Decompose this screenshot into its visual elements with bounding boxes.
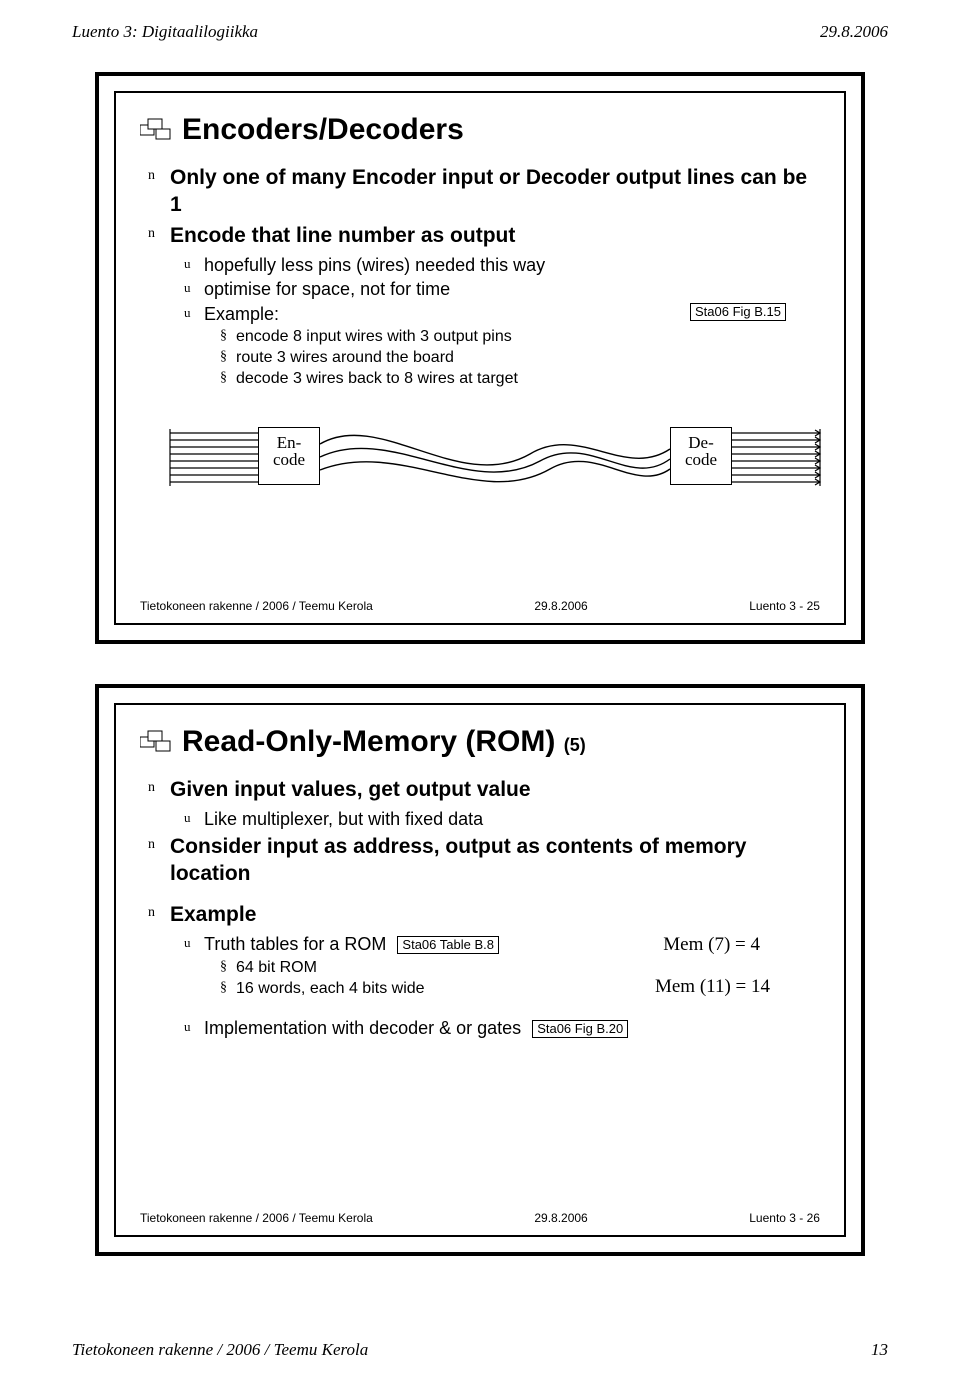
slide-footer-right: Luento 3 - 25 [749, 599, 820, 613]
ref-box-fig-b20: Sta06 Fig B.20 [532, 1020, 628, 1038]
footer-right: 13 [871, 1340, 888, 1360]
slide-title: Read-Only-Memory (ROM) (5) [140, 725, 820, 759]
slide-rom: Read-Only-Memory (ROM) (5) Given input v… [95, 684, 865, 1256]
slide-footer-right: Luento 3 - 26 [749, 1211, 820, 1225]
bullet-list: Given input values, get output value Lik… [140, 777, 820, 1039]
title-text: Encoders/Decoders [182, 113, 464, 146]
bullet-u3: Example: Sta06 Fig B.15 [184, 303, 820, 326]
u3b-text: Implementation with decoder & or gates [204, 1018, 521, 1038]
title-text: Read-Only-Memory (ROM) [182, 725, 564, 758]
slide-footer-mid: 29.8.2006 [534, 1211, 587, 1225]
ref-box-table-b8: Sta06 Table B.8 [397, 936, 499, 954]
page-header: Luento 3: Digitaalilogiikka 29.8.2006 [0, 0, 960, 42]
bullet-list: Only one of many Encoder input or Decode… [140, 165, 820, 389]
decode-line2: code [685, 450, 717, 469]
decode-box: De- code [670, 427, 732, 485]
ref-box-fig-b15: Sta06 Fig B.15 [690, 303, 786, 321]
title-sub: (5) [564, 735, 586, 755]
bullet-s1: encode 8 input wires with 3 output pins [220, 327, 820, 347]
bullet-s3a: 64 bit ROM [220, 958, 820, 978]
slide-inner: Encoders/Decoders Only one of many Encod… [114, 91, 846, 625]
bullet-s2: route 3 wires around the board [220, 348, 820, 368]
encode-box: En- code [258, 427, 320, 485]
slide-footer: Tietokoneen rakenne / 2006 / Teemu Kerol… [140, 599, 820, 613]
mem-eq-1: Mem (7) = 4 [663, 934, 760, 956]
title-icon [140, 115, 174, 143]
slide-encoders-decoders: Encoders/Decoders Only one of many Encod… [95, 72, 865, 644]
bullet-u1: Like multiplexer, but with fixed data [184, 808, 820, 831]
bullet-n1: Given input values, get output value [148, 777, 820, 804]
slide-title: Encoders/Decoders [140, 113, 820, 147]
bullet-u3-text: Example: [204, 304, 279, 324]
slide-footer-left: Tietokoneen rakenne / 2006 / Teemu Kerol… [140, 1211, 373, 1225]
u3a-text: Truth tables for a ROM [204, 934, 386, 954]
header-left: Luento 3: Digitaalilogiikka [72, 22, 258, 42]
mem-eq-2: Mem (11) = 14 [655, 976, 770, 998]
slide-footer-left: Tietokoneen rakenne / 2006 / Teemu Kerol… [140, 599, 373, 613]
bullet-s3: decode 3 wires back to 8 wires at target [220, 369, 820, 389]
bullet-n1: Only one of many Encoder input or Decode… [148, 165, 820, 219]
title-icon [140, 727, 174, 755]
slide-footer-mid: 29.8.2006 [534, 599, 587, 613]
encoder-decoder-diagram: En- code De- code [140, 399, 820, 529]
slide-footer: Tietokoneen rakenne / 2006 / Teemu Kerol… [140, 1211, 820, 1225]
page-footer: Tietokoneen rakenne / 2006 / Teemu Kerol… [72, 1340, 888, 1360]
bullet-n2: Consider input as address, output as con… [148, 834, 820, 888]
bullet-n3: Example [148, 902, 820, 929]
header-right: 29.8.2006 [820, 22, 888, 42]
bullet-u2: optimise for space, not for time [184, 278, 820, 301]
bullet-u1: hopefully less pins (wires) needed this … [184, 254, 820, 277]
footer-left: Tietokoneen rakenne / 2006 / Teemu Kerol… [72, 1340, 368, 1360]
encode-line2: code [273, 450, 305, 469]
slides-area: Encoders/Decoders Only one of many Encod… [0, 42, 960, 1256]
bullet-n2: Encode that line number as output [148, 223, 820, 250]
page: Luento 3: Digitaalilogiikka 29.8.2006 En… [0, 0, 960, 1384]
slide-inner: Read-Only-Memory (ROM) (5) Given input v… [114, 703, 846, 1237]
bullet-u3b: Implementation with decoder & or gates S… [184, 1017, 820, 1040]
